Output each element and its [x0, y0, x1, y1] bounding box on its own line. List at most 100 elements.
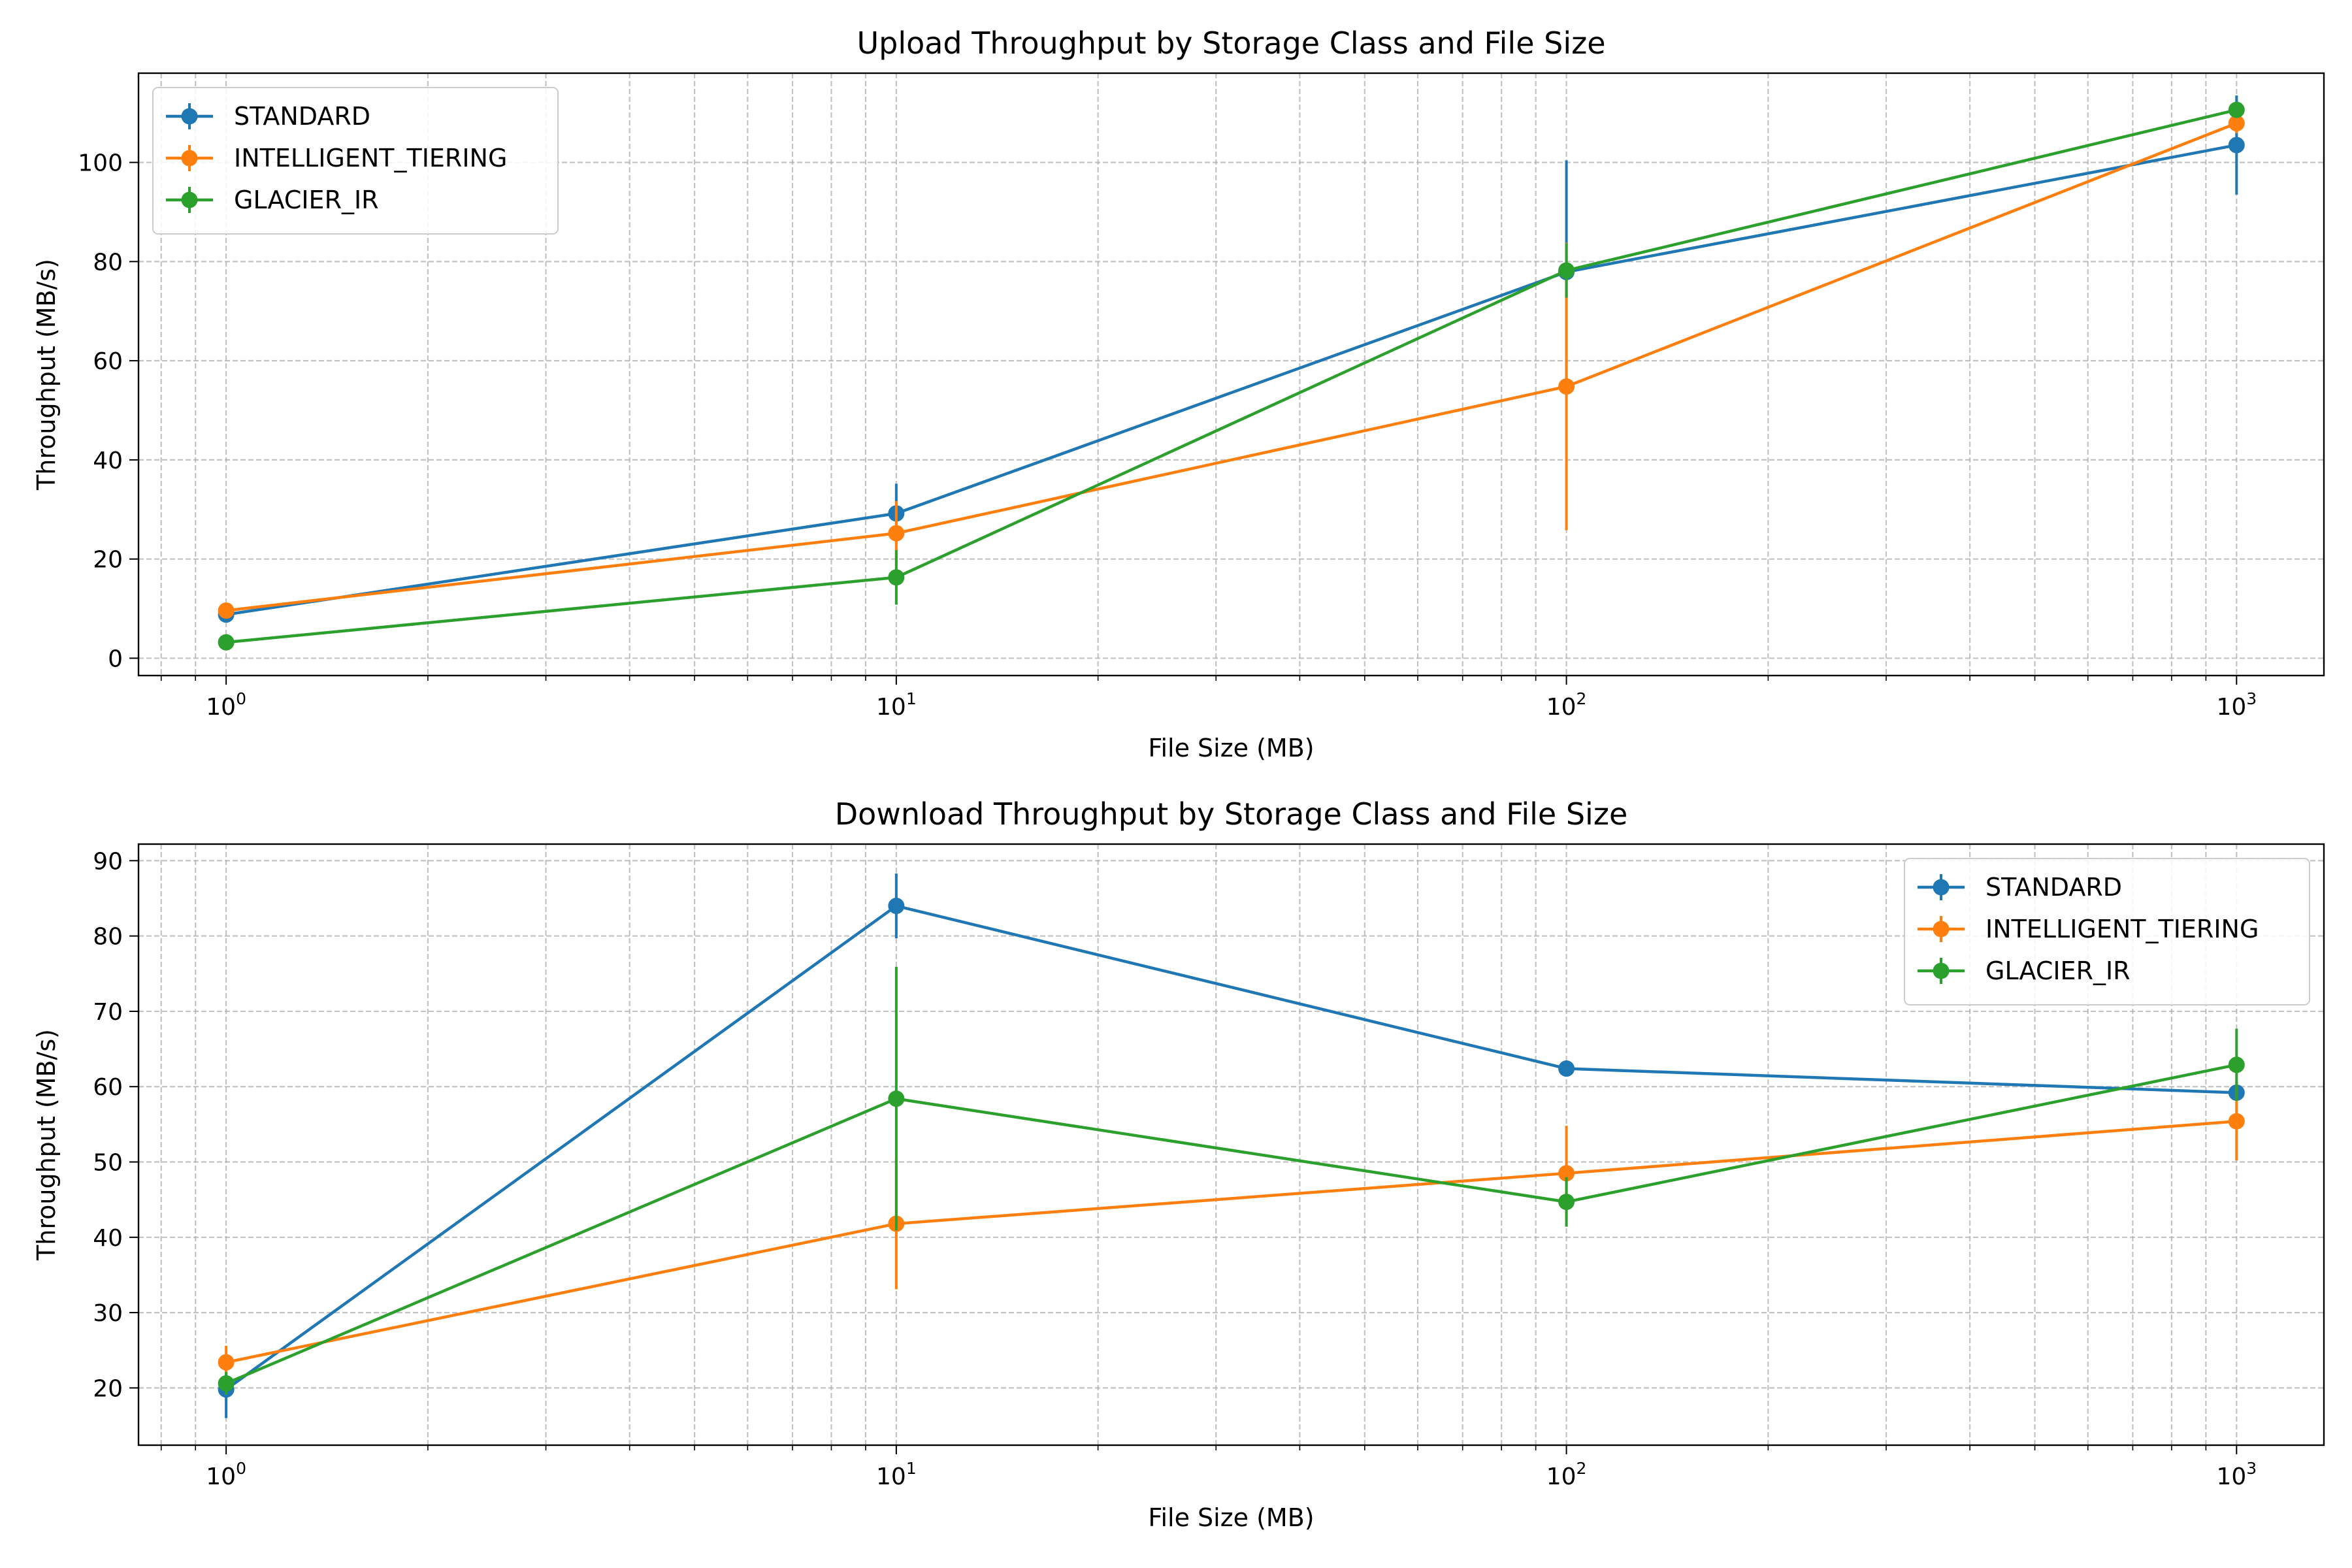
y-tick-label: 90 [93, 848, 123, 875]
legend-label: INTELLIGENT_TIERING [234, 144, 507, 172]
legend-item: GLACIER_IR [1918, 956, 2131, 985]
series-glacier-ir [218, 966, 2245, 1395]
x-tick-exponent: 3 [2246, 1459, 2257, 1478]
x-tick-label: 102 [1546, 689, 1587, 721]
y-tick-label: 30 [93, 1300, 123, 1327]
x-tick-base: 10 [2216, 694, 2246, 721]
legend-label: STANDARD [234, 102, 370, 131]
legend-item: INTELLIGENT_TIERING [166, 144, 507, 172]
data-point [1558, 1165, 1575, 1182]
y-tick-label: 20 [93, 1375, 123, 1402]
y-tick-label: 80 [93, 249, 123, 276]
data-point [1558, 1060, 1575, 1077]
data-point [2228, 137, 2245, 154]
x-tick-label: 103 [2216, 1459, 2257, 1490]
data-point [218, 602, 235, 619]
x-tick-base: 10 [206, 1463, 236, 1490]
data-point [1558, 1194, 1575, 1211]
data-point [888, 1090, 905, 1107]
data-point [1558, 262, 1575, 279]
x-tick-base: 10 [876, 1463, 906, 1490]
x-tick-base: 10 [1546, 1463, 1576, 1490]
legend-label: GLACIER_IR [234, 186, 379, 214]
legend-label: INTELLIGENT_TIERING [1985, 915, 2259, 943]
series-line [225, 1120, 2237, 1364]
legend: STANDARD INTELLIGENT_TIERING GLACIER_IR [1904, 858, 2310, 1005]
y-tick-label: 40 [93, 448, 123, 474]
legend-marker [181, 191, 198, 208]
legend: STANDARD INTELLIGENT_TIERING GLACIER_IR [152, 87, 559, 235]
chart-title: Download Throughput by Storage Class and… [835, 796, 1628, 832]
y-axis-label: Throughput (MB/s) [32, 259, 61, 491]
y-tick-label: 60 [93, 348, 123, 375]
legend-box [152, 87, 559, 235]
y-tick-label: 70 [93, 999, 123, 1026]
x-tick-label: 103 [2216, 689, 2257, 721]
x-tick-exponent: 0 [236, 689, 246, 708]
data-point [218, 1375, 235, 1392]
data-point [2228, 1056, 2245, 1073]
axes-frame [137, 72, 2325, 677]
x-minor-grid [160, 844, 2207, 1450]
x-axis-label: File Size (MB) [1148, 1503, 1314, 1532]
series-glacier-ir [218, 101, 2245, 651]
data-point [2228, 1113, 2245, 1130]
legend-marker [181, 150, 198, 167]
legend-marker [181, 108, 198, 125]
x-tick-exponent: 0 [236, 1459, 246, 1478]
legend-marker [1933, 962, 1950, 979]
x-minor-grid [160, 73, 2207, 681]
series-line [225, 904, 2237, 1391]
data-point [888, 898, 905, 915]
data-point [888, 569, 905, 586]
y-tick-label: 40 [93, 1225, 123, 1252]
x-tick-exponent: 3 [2246, 689, 2257, 708]
x-tick-exponent: 1 [906, 1459, 917, 1478]
y-tick-label: 50 [93, 1150, 123, 1177]
data-point [218, 634, 235, 651]
x-tick-label: 101 [876, 1459, 917, 1490]
x-tick-base: 10 [206, 694, 236, 721]
x-tick-base: 10 [2216, 1463, 2246, 1490]
series-line [225, 143, 2237, 616]
y-tick-label: 20 [93, 547, 123, 574]
x-tick-base: 10 [1546, 694, 1576, 721]
legend-marker [1933, 879, 1950, 896]
x-tick-exponent: 1 [906, 689, 917, 708]
y-axis-label: Throughput (MB/s) [32, 1029, 61, 1261]
y-tick-label: 60 [93, 1074, 123, 1101]
legend-item: INTELLIGENT_TIERING [1918, 915, 2259, 943]
series-line [225, 1063, 2237, 1385]
x-tick-exponent: 2 [1576, 1459, 1587, 1478]
x-tick-exponent: 2 [1576, 689, 1587, 708]
legend-label: STANDARD [1985, 873, 2122, 902]
data-point [2228, 101, 2245, 118]
y-tick-label: 80 [93, 924, 123, 951]
x-tick-base: 10 [876, 694, 906, 721]
series-line [225, 122, 2238, 612]
x-tick-label: 100 [206, 689, 246, 721]
legend-item: GLACIER_IR [166, 186, 379, 214]
legend-item: STANDARD [166, 102, 370, 131]
legend-item: STANDARD [1918, 873, 2122, 902]
legend-label: GLACIER_IR [1985, 956, 2131, 985]
x-tick-label: 100 [206, 1459, 246, 1490]
y-tick-label: 100 [78, 150, 123, 177]
legend-box [1904, 858, 2310, 1005]
series-line [225, 108, 2237, 644]
data-point [218, 1354, 235, 1371]
data-point [1558, 378, 1575, 395]
y-tick-label: 0 [108, 645, 123, 672]
data-point [888, 525, 905, 542]
chart-title: Upload Throughput by Storage Class and F… [857, 25, 1605, 61]
x-tick-label: 102 [1546, 1459, 1587, 1490]
x-axis-label: File Size (MB) [1148, 734, 1314, 762]
x-tick-label: 101 [876, 689, 917, 721]
axes-frame [137, 843, 2325, 1446]
data-point [2228, 115, 2245, 132]
legend-marker [1933, 921, 1950, 938]
